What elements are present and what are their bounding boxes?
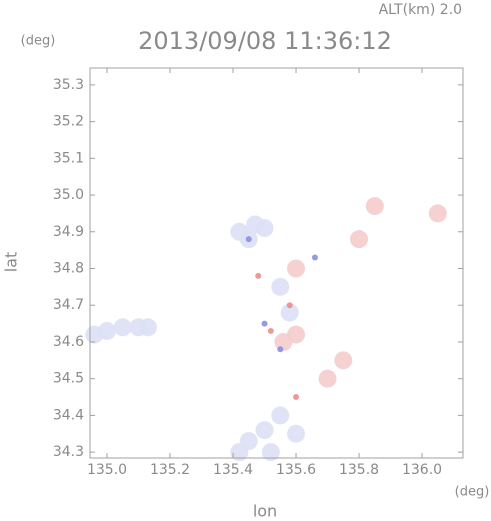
echo-point (365, 197, 384, 216)
echo-point (274, 332, 293, 351)
echo-point (286, 302, 293, 309)
x-tick-label: 135.6 (276, 462, 316, 478)
echo-point (287, 259, 306, 278)
echo-point (318, 369, 337, 388)
echo-point (267, 327, 274, 334)
y-axis-label: lat (2, 252, 21, 273)
echo-point (255, 272, 262, 279)
y-tick-label: 35.0 (53, 187, 84, 203)
chart-title: 2013/09/08 11:36:12 (138, 27, 392, 55)
x-tick-label: 135.0 (87, 462, 127, 478)
y-tick-label: 34.4 (53, 407, 84, 423)
x-tick-label: 135.4 (213, 462, 253, 478)
y-tick-label: 34.5 (53, 371, 84, 387)
echo-point (245, 236, 252, 243)
y-tick-label: 34.7 (53, 297, 84, 313)
echo-point (311, 254, 318, 261)
y-tick-label: 35.3 (53, 77, 84, 93)
echo-point (350, 230, 369, 249)
plot-frame (89, 67, 464, 459)
y-tick-label: 35.2 (53, 114, 84, 130)
echo-point (261, 443, 280, 462)
y-unit: (deg) (21, 34, 56, 49)
x-axis-label: lon (253, 502, 277, 521)
echo-point (271, 277, 290, 296)
echo-point (138, 318, 157, 337)
y-tick-label: 34.8 (53, 261, 84, 277)
y-tick-label: 35.1 (53, 150, 84, 166)
y-tick-label: 34.3 (53, 444, 84, 460)
x-unit: (deg) (455, 485, 490, 500)
y-tick-label: 34.6 (53, 334, 84, 350)
echo-point (293, 394, 300, 401)
echo-point (255, 219, 274, 238)
x-tick-label: 135.8 (339, 462, 379, 478)
echo-point (277, 346, 284, 353)
y-tick-label: 34.9 (53, 224, 84, 240)
echo-point (334, 351, 353, 370)
echo-point (287, 424, 306, 443)
echo-point (113, 318, 132, 337)
plot-area (85, 197, 447, 462)
x-tick-label: 136.0 (402, 462, 442, 478)
altitude-label: ALT(km) 2.0 (379, 2, 462, 18)
echo-point (261, 320, 268, 327)
echo-point (255, 421, 274, 440)
echo-point (280, 303, 299, 322)
echo-point (428, 204, 447, 223)
echo-point (239, 432, 258, 451)
echo-point (271, 406, 290, 425)
echo-point (98, 321, 117, 340)
x-tick-label: 135.2 (150, 462, 190, 478)
